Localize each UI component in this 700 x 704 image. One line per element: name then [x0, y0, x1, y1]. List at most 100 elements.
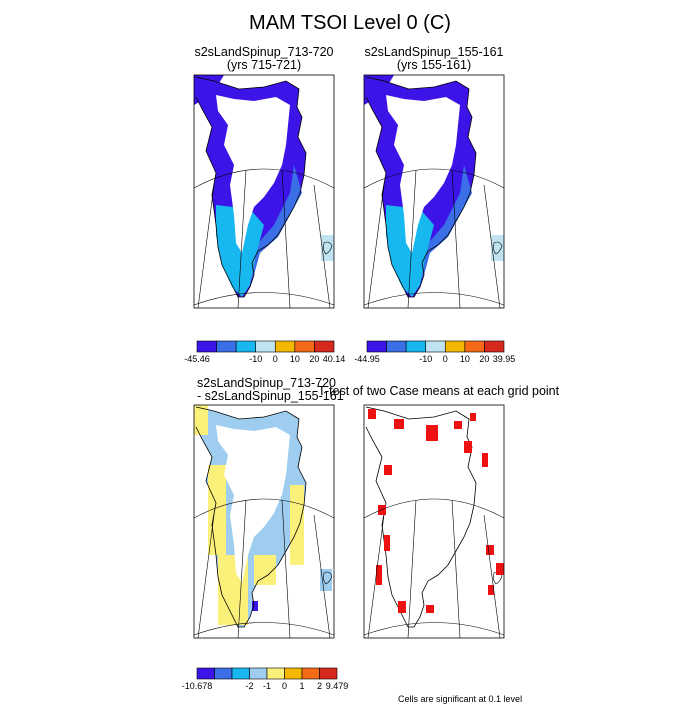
- panel-3-yellow-patch-4: [194, 405, 208, 435]
- colorbar-3-tick-2: -1: [263, 681, 271, 691]
- panel-3-title: s2sLandSpinup_713-720 - s2sLandSpinup_15…: [197, 377, 344, 403]
- colorbar-3-tick-4: 1: [299, 681, 304, 691]
- panel-4-sig-cell-13: [486, 545, 494, 555]
- panel-1-meridian-3: [281, 169, 291, 309]
- panel-1-meridian-2: [237, 169, 247, 309]
- colorbar-3-swatch-4: [249, 667, 268, 680]
- colorbar-2-min-label: -44.95: [354, 354, 380, 364]
- panel-2-parallel-2: [363, 292, 505, 306]
- panel-1-frame: [193, 74, 335, 309]
- panel-2-south-region: [386, 205, 434, 297]
- panel-1-title-line-2: (yrs 715-721): [226, 58, 302, 72]
- panel-1-meridian-1: [197, 184, 215, 309]
- panel-3-ice-interior: [216, 425, 290, 583]
- panel-2-island-patch: [491, 235, 504, 261]
- panel-1-nw-corner: [194, 75, 224, 105]
- colorbar-2-tick-3: 10: [460, 354, 470, 364]
- panel-1-island-patch: [321, 235, 334, 261]
- panel-3-coastline: [195, 406, 307, 628]
- panel-1-title: s2sLandSpinup_713-720 (yrs 715-721): [194, 46, 334, 72]
- colorbar-1-tick-1: -10: [249, 354, 262, 364]
- colorbar-3-tick-1: -2: [245, 681, 253, 691]
- colorbar-2-tick-2: 0: [443, 354, 448, 364]
- map-panel-1: [193, 74, 335, 309]
- colorbar-2-tick-4: 20: [479, 354, 489, 364]
- colorbar-1-tick-2: 0: [273, 354, 278, 364]
- colorbar-1-max-label: 40.14: [323, 354, 346, 364]
- panel-2-ice-interior: [386, 95, 460, 253]
- colorbar-1-min-label: -45.46: [184, 354, 210, 364]
- panel-3-blue-cell: [252, 601, 258, 611]
- panel-4-sig-cell-4: [454, 421, 462, 429]
- colorbar-3-min-label: -10.678: [182, 681, 213, 691]
- colorbar-1-swatch-6: [294, 340, 315, 353]
- panel-4-sig-cell-16: [470, 413, 476, 421]
- panel-2-meridian-4: [483, 184, 501, 309]
- panel-4-parallel-1: [363, 498, 505, 519]
- panel-4-sig-cell-14: [496, 563, 504, 575]
- colorbar-3-swatch-3: [231, 667, 250, 680]
- panel-2-island: [493, 241, 503, 255]
- panel-4-meridian-3: [451, 499, 461, 639]
- panel-2-coastline: [365, 76, 477, 298]
- panel-4-sig-cell-2: [394, 419, 404, 429]
- panel-1-island: [323, 241, 333, 255]
- map-panel-4: [363, 404, 505, 639]
- colorbar-2-swatch-4: [425, 340, 446, 353]
- colorbar-2-max-label: 39.95: [493, 354, 516, 364]
- panel-2-meridian-3: [451, 169, 461, 309]
- panel-2-frame: [363, 74, 505, 309]
- panel-3-parallel-2: [193, 622, 335, 636]
- panel-3-meridian-3: [281, 499, 291, 639]
- page-title: MAM TSOI Level 0 (C): [249, 12, 451, 34]
- panel-3-yellow-patch-3: [290, 485, 304, 565]
- panel-3-parallel-1: [193, 498, 335, 519]
- map-panel-3: [193, 404, 335, 639]
- panel-1-title-line-1: s2sLandSpinup_713-720: [194, 45, 334, 59]
- panel-3-meridian-1: [197, 514, 215, 639]
- panel-4-sig-cell-5: [464, 441, 472, 453]
- colorbar-1-tick-3: 10: [290, 354, 300, 364]
- panel-3-title-line-2: - s2sLandSpinup_155-161: [197, 389, 344, 403]
- panel-1-ice-interior: [216, 95, 290, 253]
- panel-1-parallel-2: [193, 292, 335, 306]
- panel-4-meridian-2: [407, 499, 417, 639]
- panel-3-yellow-patch-5: [254, 555, 276, 585]
- significance-note: Cells are significant at 0.1 level: [398, 694, 523, 704]
- colorbar-3: -10.678 9.479 -2 -1 0 1 2: [182, 667, 348, 691]
- panel-4-sig-cell-8: [378, 505, 386, 515]
- colorbar-3-swatch-2: [214, 667, 233, 680]
- panel-3-meridian-2: [237, 499, 247, 639]
- colorbar-2-tick-1: -10: [419, 354, 432, 364]
- colorbar-3-swatch-6: [284, 667, 303, 680]
- panel-3-yellow-patch-1: [208, 465, 226, 555]
- panel-1-coastline: [195, 76, 307, 298]
- colorbar-1: -45.46 40.14 -10 0 10 20: [184, 340, 346, 364]
- colorbar-3-swatch-1: [196, 667, 215, 680]
- panel-2-parallel-1: [363, 168, 505, 189]
- panel-1-south-region: [216, 205, 264, 297]
- panel-3-frame: [193, 404, 335, 639]
- panel-4-parallel-2: [363, 622, 505, 636]
- colorbar-1-swatch-3: [235, 340, 257, 353]
- colorbar-1-tick-4: 20: [309, 354, 319, 364]
- colorbar-3-tick-5: 2: [317, 681, 322, 691]
- panel-4-sig-cell-15: [488, 585, 494, 595]
- colorbar-1-swatch-5: [274, 340, 296, 353]
- map-panel-2: [363, 74, 505, 309]
- colorbar-3-swatch-8: [319, 667, 338, 680]
- panel-2-meridian-1: [367, 184, 385, 309]
- panel-2-title-line-1: s2sLandSpinup_155-161: [364, 45, 504, 59]
- panel-2-title: s2sLandSpinup_155-161 (yrs 155-161): [364, 46, 504, 72]
- colorbar-2: -44.95 39.95 -10 0 10 20: [354, 340, 516, 364]
- colorbar-1-swatch-4: [255, 340, 276, 353]
- panel-1-parallel-1: [193, 168, 335, 189]
- panel-4-coastline: [365, 406, 477, 628]
- colorbar-2-swatch-2: [386, 340, 407, 353]
- panel-4-sig-cell-1: [368, 409, 376, 419]
- colorbar-2-swatch-5: [444, 340, 466, 353]
- panel-4-sig-cell-11: [398, 601, 406, 613]
- colorbar-2-swatch-3: [405, 340, 427, 353]
- panel-4-sig-cell-7: [384, 465, 392, 475]
